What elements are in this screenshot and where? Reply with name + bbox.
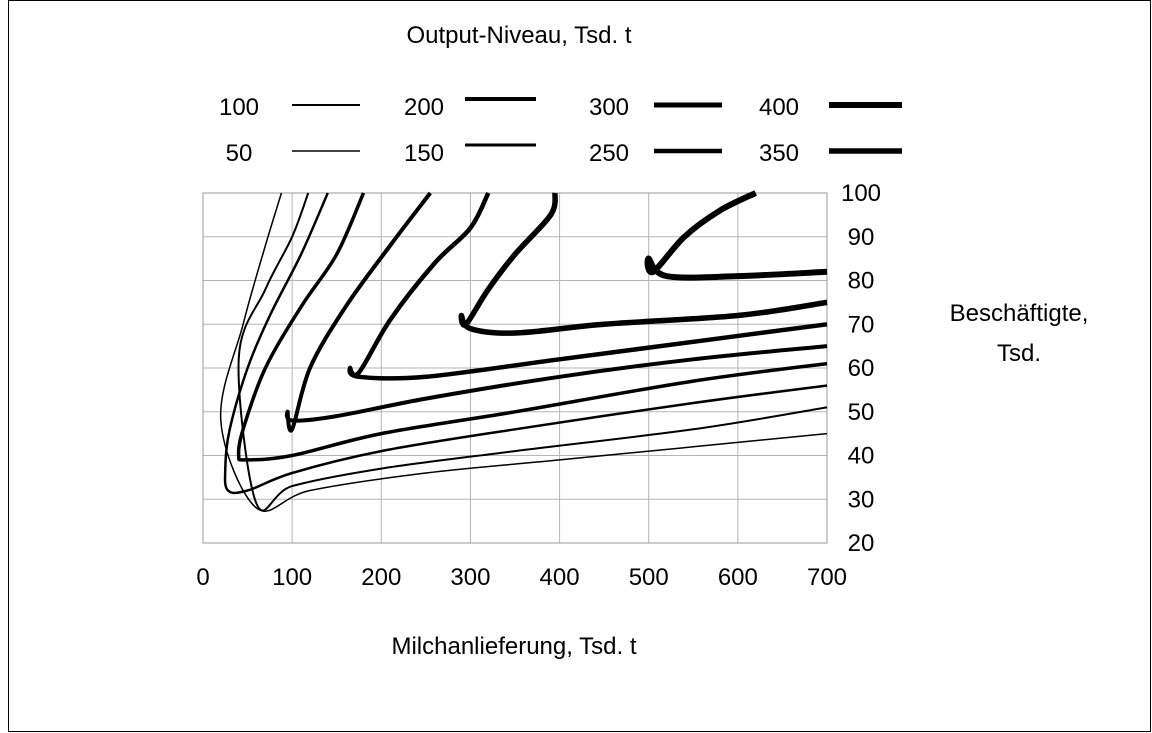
y-tick-label: 30 [848,486,875,513]
x-tick-label: 400 [540,564,580,591]
legend-label-150: 150 [404,140,444,167]
contour-line-100 [237,192,828,512]
legend: 100 200 300 400 50 150 250 350 [219,94,902,167]
x-tick-label: 700 [807,564,847,591]
legend-label-400: 400 [759,94,799,121]
contour-line-50 [219,192,828,512]
contour-line-150 [223,192,828,495]
x-tick-label: 300 [450,564,490,591]
x-tick-label: 100 [272,564,312,591]
y-tick-label: 100 [841,180,881,207]
x-tick-label: 500 [629,564,669,591]
y-tick-label: 70 [848,311,875,338]
x-tick-labels: 0 100 200 300 400 500 600 700 [196,564,847,591]
y-tick-label: 50 [848,399,875,426]
legend-label-50: 50 [226,140,253,167]
x-tick-label: 600 [718,564,758,591]
legend-label-300: 300 [589,94,629,121]
y-tick-label: 80 [848,268,875,295]
legend-label-200: 200 [404,94,444,121]
y-tick-labels: 20 30 40 50 60 70 80 90 100 [841,180,881,557]
y-tick-label: 20 [848,530,875,557]
legend-label-250: 250 [589,140,629,167]
contour-line-250 [284,191,828,433]
y-tick-label: 40 [848,443,875,470]
legend-label-350: 350 [759,140,799,167]
chart-frame: 100 200 300 400 50 150 250 350 0 100 200 300 400 500… [8,0,1151,732]
y-tick-label: 60 [848,355,875,382]
contour-lines [219,190,828,512]
x-axis-label: Milchanlieferung, Tsd. t [391,633,636,660]
x-tick-label: 0 [196,564,209,591]
contour-line-200 [236,192,828,462]
contour-line-300 [347,191,828,381]
x-tick-label: 200 [361,564,401,591]
chart-title: Output-Niveau, Tsd. t [407,22,632,49]
plot-border [202,192,828,544]
y-tick-label: 90 [848,224,875,251]
legend-label-100: 100 [219,94,259,121]
grid [202,192,828,544]
y-axis-label-line1: Beschäftigte, [950,300,1089,327]
contour-line-400 [644,190,828,281]
y-axis-label-line2: Tsd. [997,340,1041,367]
contour-line-350 [458,192,828,336]
